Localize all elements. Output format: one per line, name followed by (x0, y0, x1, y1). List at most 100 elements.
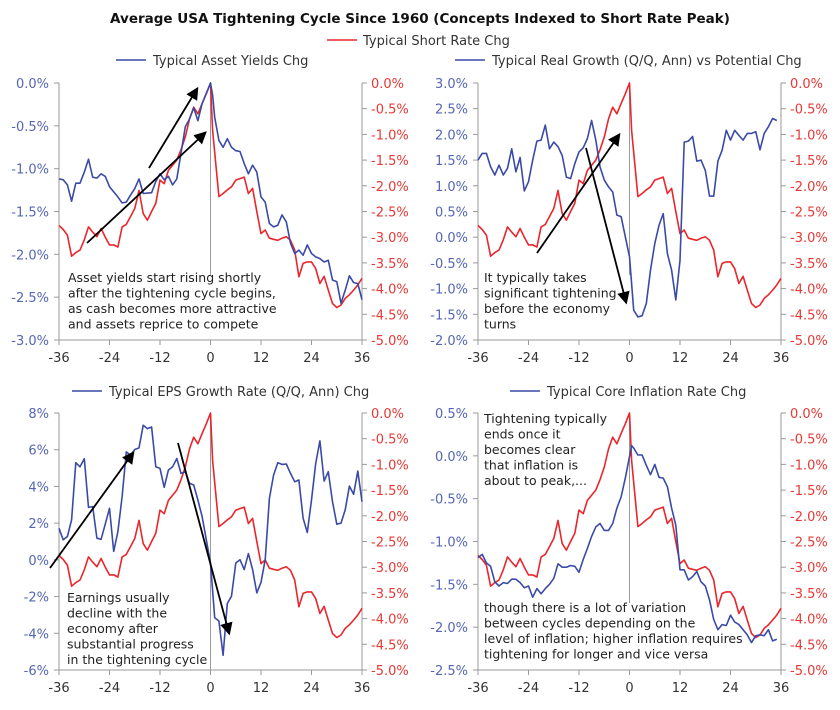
right-tick-label: -4.0% (790, 613, 828, 628)
x-tick-label: 12 (253, 681, 270, 696)
left-tick-label: 8% (28, 407, 49, 422)
left-tick-label: 0.0% (16, 77, 49, 92)
annotation-text: that inflation is (484, 458, 578, 473)
x-tick-label: 0 (625, 351, 633, 366)
chart-title: Average USA Tightening Cycle Since 1960 … (110, 11, 730, 27)
left-tick-label: -1.0% (430, 536, 468, 551)
annotation-text: significant tightening (484, 286, 617, 301)
right-tick-label: -0.5% (790, 433, 828, 448)
annotation-text: before the economy (484, 301, 611, 316)
short-rate-series-line (58, 412, 363, 639)
right-tick-label: -4.0% (371, 613, 409, 628)
right-tick-label: -3.0% (790, 231, 828, 246)
right-tick-label: -2.0% (371, 510, 409, 525)
annotation-text: about to peak,... (484, 473, 587, 488)
trend-arrow (585, 147, 630, 305)
annotation-text: decline with the (67, 606, 167, 621)
right-tick-label: -1.5% (790, 154, 828, 169)
left-tick-label: 2.5% (435, 103, 468, 118)
right-tick-label: -0.5% (371, 433, 409, 448)
right-tick-label: -2.0% (790, 510, 828, 525)
left-tick-label: -2.0% (11, 248, 49, 263)
left-tick-label: -2% (24, 591, 49, 606)
x-tick-label: 0 (206, 681, 214, 696)
left-tick-label: 2% (28, 517, 49, 532)
left-tick-label: 1.0% (435, 180, 468, 195)
trend-arrow (536, 132, 621, 254)
x-tick-label: 36 (354, 351, 371, 366)
left-tick-label: 0.0% (435, 450, 468, 465)
right-tick-label: -4.5% (790, 308, 828, 323)
annotation-text: substantial progress (67, 637, 194, 652)
x-tick-label: 0 (625, 681, 633, 696)
x-tick-label: -24 (99, 681, 120, 696)
annotation-text-secondary: though there is a lot of variation (484, 600, 686, 615)
x-tick-label: -24 (518, 351, 539, 366)
right-tick-label: -1.0% (790, 128, 828, 143)
short-rate-series-line (477, 412, 782, 639)
x-tick-label: 0 (206, 351, 214, 366)
x-tick-label: 12 (253, 351, 270, 366)
chart-panel-2: 3.0% 2.5% 2.0% 1.5% 1.0% 0.5% 0.0% -0.5% -1.0% -1… (430, 54, 827, 366)
trend-arrow (49, 450, 135, 569)
left-tick-label: 6% (28, 444, 49, 459)
annotation-text: economy after (67, 621, 159, 636)
x-tick-label: -12 (568, 351, 589, 366)
right-tick-label: -4.5% (371, 638, 409, 653)
left-tick-label: -1.5% (430, 578, 468, 593)
left-tick-label: -2.5% (430, 664, 468, 679)
x-tick-label: 24 (722, 681, 739, 696)
right-tick-label: -5.0% (790, 334, 828, 349)
right-tick-label: -2.5% (790, 206, 828, 221)
right-tick-label: -3.0% (371, 231, 409, 246)
right-tick-label: 0.0% (371, 77, 404, 92)
left-tick-label: 1.5% (435, 154, 468, 169)
x-tick-label: 24 (303, 681, 320, 696)
x-tick-label: -24 (518, 681, 539, 696)
x-tick-label: -36 (48, 351, 69, 366)
x-tick-label: -36 (48, 681, 69, 696)
x-tick-label: 24 (303, 351, 320, 366)
left-tick-label: 3.0% (435, 77, 468, 92)
annotation-text: Earnings usually (67, 590, 170, 605)
trend-arrow (177, 442, 233, 636)
left-tick-label: -0.5% (11, 120, 49, 135)
right-tick-label: -4.0% (371, 283, 409, 298)
right-tick-label: -4.5% (790, 638, 828, 653)
right-tick-label: 0.0% (790, 407, 823, 422)
left-tick-label: 2.0% (435, 128, 468, 143)
annotation-text: Asset yields start rising shortly (68, 270, 262, 285)
right-tick-label: -1.5% (371, 484, 409, 499)
chart-panel-4: 0.5% 0.0% -0.5% -1.0% -1.5% -2.0% -2.5% 0.0% -0.… (430, 385, 827, 696)
left-tick-label: -2.5% (11, 291, 49, 306)
right-tick-label: -5.0% (790, 664, 828, 679)
right-tick-label: -3.5% (371, 587, 409, 602)
annotation-text: becomes clear (484, 442, 576, 457)
annotation-text: after the tightening cycle begins, (68, 286, 276, 301)
trend-arrow (148, 86, 199, 169)
x-tick-label: -12 (149, 681, 170, 696)
blue-legend-label: Typical EPS Growth Rate (Q/Q, Ann) Chg (108, 385, 369, 400)
right-tick-label: -0.5% (790, 103, 828, 118)
right-tick-label: 0.0% (371, 407, 404, 422)
x-tick-label: 36 (773, 351, 790, 366)
right-tick-label: -4.0% (790, 283, 828, 298)
left-tick-label: -1.5% (11, 206, 49, 221)
annotation-text: Tightening typically (483, 411, 608, 426)
annotation-text: It typically takes (484, 270, 587, 285)
left-tick-label: 0% (28, 554, 49, 569)
asset-series-line (477, 117, 778, 318)
left-tick-label: -1.0% (11, 163, 49, 178)
x-tick-label: -24 (99, 351, 120, 366)
asset-series-line (477, 444, 778, 644)
left-tick-label: -2.0% (430, 621, 468, 636)
right-tick-label: -1.0% (371, 458, 409, 473)
right-tick-label: -2.0% (371, 180, 409, 195)
right-tick-label: -4.5% (371, 308, 409, 323)
left-tick-label: -2.0% (430, 334, 468, 349)
right-tick-label: -1.5% (371, 154, 409, 169)
x-tick-label: 12 (672, 351, 689, 366)
right-tick-label: -3.5% (371, 257, 409, 272)
left-tick-label: -1.5% (430, 308, 468, 323)
left-tick-label: -3.0% (11, 334, 49, 349)
